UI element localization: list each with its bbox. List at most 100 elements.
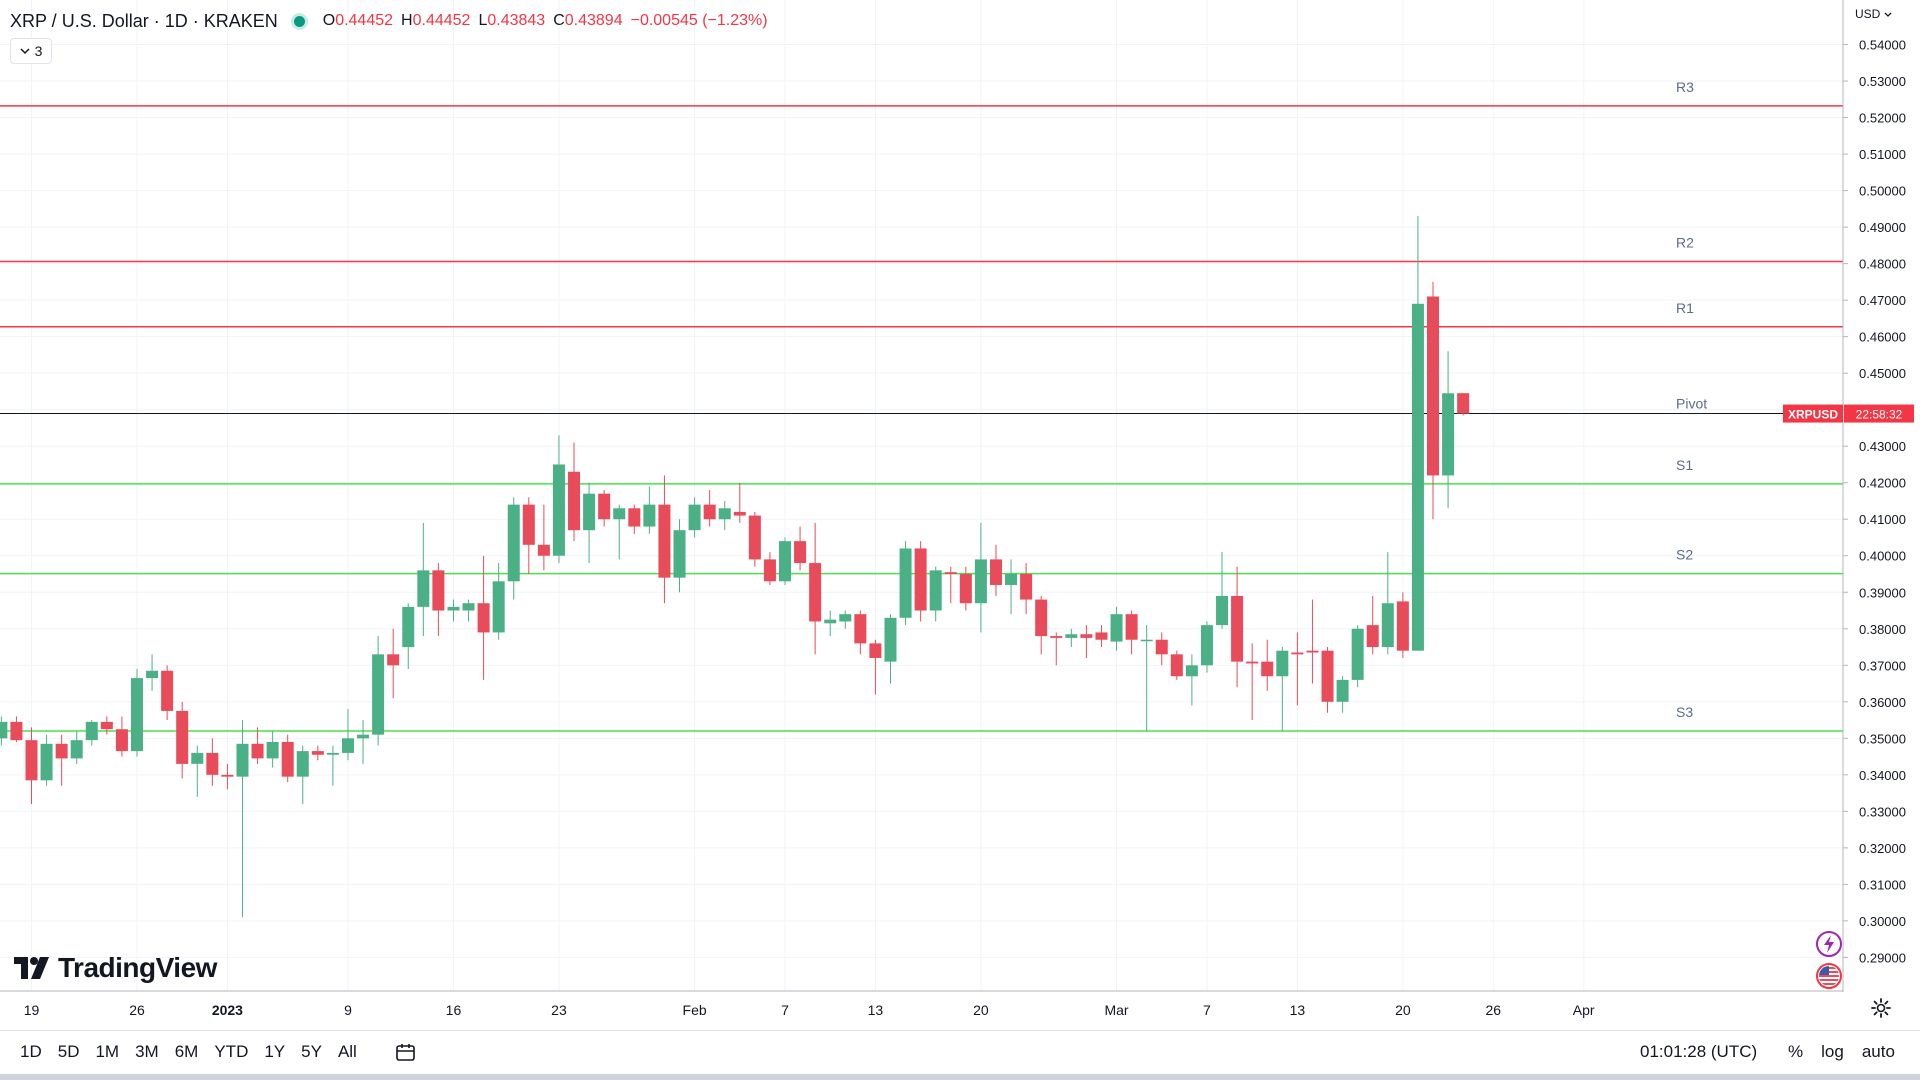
candle-body <box>537 544 550 556</box>
candle-body <box>341 738 354 753</box>
candle-body <box>598 493 611 520</box>
candle-body <box>718 508 731 520</box>
range-5d-button[interactable]: 5D <box>57 1042 80 1061</box>
candle-body <box>794 541 807 564</box>
y-tick-label: 0.32000 <box>1859 841 1906 856</box>
indicators-count: 3 <box>34 43 43 59</box>
candle-body <box>522 504 535 545</box>
percent-scale-button[interactable]: % <box>1788 1042 1804 1061</box>
candle-body <box>1321 650 1334 702</box>
footer-strip <box>0 1074 1920 1080</box>
candle-body <box>1095 632 1108 640</box>
candle-body <box>1231 595 1244 662</box>
candle-body <box>432 570 445 611</box>
level-label-pivot: Pivot <box>1676 395 1707 411</box>
chart-legend[interactable]: XRP / U.S. Dollar · 1D · KRAKEN O0.44452… <box>10 9 768 33</box>
candle-body <box>1065 634 1078 638</box>
y-tick-label: 0.43000 <box>1859 439 1906 454</box>
range-6m-button[interactable]: 6M <box>174 1042 199 1061</box>
y-tick-label: 0.29000 <box>1859 950 1906 965</box>
x-tick-label: 23 <box>551 1002 567 1018</box>
candle-body <box>974 559 987 604</box>
candle-body <box>25 740 38 781</box>
candle-body <box>688 504 701 531</box>
go-to-date-icon[interactable] <box>395 1043 417 1063</box>
ohlc-low: L0.43843 <box>478 12 545 30</box>
tradingview-logo[interactable]: TradingView <box>14 952 217 984</box>
candle-body <box>1336 679 1349 702</box>
y-tick-label: 0.48000 <box>1859 257 1906 272</box>
x-tick-label: 20 <box>1395 1002 1411 1018</box>
range-3m-button[interactable]: 3M <box>135 1042 159 1061</box>
range-1m-button[interactable]: 1M <box>95 1042 120 1061</box>
symbol-title[interactable]: XRP / U.S. Dollar · 1D · KRAKEN <box>10 10 278 31</box>
candle-body <box>628 508 641 527</box>
time-axis[interactable]: 19 26 2023 9 16 23 Feb 7 13 20 Mar 7 13 20 26 Apr <box>0 990 1843 1018</box>
candle-body <box>1170 654 1183 677</box>
y-tick-label: 0.31000 <box>1859 877 1906 892</box>
level-label-r2: R2 <box>1676 234 1694 250</box>
y-tick-label: 0.47000 <box>1859 293 1906 308</box>
candle-body <box>658 504 671 578</box>
candle-body <box>824 619 837 624</box>
range-5y-button[interactable]: 5Y <box>301 1042 322 1061</box>
level-label-r3: R3 <box>1676 79 1694 95</box>
level-label-s1: S1 <box>1676 457 1693 473</box>
candle-body <box>748 515 761 560</box>
currency-selector[interactable]: USD <box>1855 7 1892 21</box>
range-all-button[interactable]: All <box>337 1042 357 1061</box>
x-tick-label: 7 <box>781 1002 789 1018</box>
candle-body <box>100 721 113 730</box>
candle-body <box>643 504 656 527</box>
candle-body <box>1110 614 1123 642</box>
log-scale-button[interactable]: log <box>1821 1042 1844 1061</box>
range-ytd-button[interactable]: YTD <box>214 1042 249 1061</box>
x-tick-label: 16 <box>446 1002 462 1018</box>
candle-body <box>296 751 309 777</box>
candle-body <box>854 614 867 644</box>
candle-body <box>1306 650 1319 653</box>
candle-body <box>130 678 143 752</box>
candle-body <box>402 606 415 648</box>
candle-body <box>1035 599 1048 637</box>
candle-body <box>869 643 882 658</box>
x-tick-label: Mar <box>1104 1002 1128 1018</box>
candle-body <box>1351 628 1364 680</box>
candle-body <box>85 721 98 741</box>
utc-clock[interactable]: 01:01:28 (UTC) <box>1640 1042 1758 1061</box>
candle-body <box>1291 652 1304 655</box>
range-1y-button[interactable]: 1Y <box>264 1042 286 1061</box>
ohlc-open: O0.44452 <box>323 12 393 30</box>
close-label: C <box>553 12 565 29</box>
candle-body <box>70 740 83 759</box>
candle-body <box>613 508 626 520</box>
y-tick-label: 0.51000 <box>1859 147 1906 162</box>
gear-icon[interactable] <box>1870 997 1892 1019</box>
price-axis[interactable]: 0.29000 0.30000 0.31000 0.32000 0.33000 0.340… <box>1783 0 1914 992</box>
x-tick-label: 13 <box>1290 1002 1306 1018</box>
range-1d-button[interactable]: 1D <box>20 1042 42 1061</box>
candle-body <box>1246 661 1259 664</box>
x-tick-label: Apr <box>1573 1002 1595 1018</box>
x-tick-label: 13 <box>868 1002 884 1018</box>
level-label-s3: S3 <box>1676 704 1693 720</box>
bottom-toolbar: 1D 5D 1M 3M 6M YTD 1Y 5Y All 01:01:28 (U… <box>0 1030 1920 1075</box>
candle-body <box>763 559 776 582</box>
auto-scale-button[interactable]: auto <box>1861 1042 1895 1061</box>
y-tick-label: 0.45000 <box>1859 366 1906 381</box>
tradingview-logo-icon <box>14 957 49 979</box>
us-flag-event-icon[interactable] <box>1815 962 1843 990</box>
candle-body <box>311 751 324 755</box>
candle-body <box>146 670 159 679</box>
candle-body <box>1427 296 1440 476</box>
candle-body <box>944 572 957 575</box>
candle-body <box>161 670 174 711</box>
candle-body <box>1276 650 1289 677</box>
y-tick-label: 0.49000 <box>1859 220 1906 235</box>
lightning-event-icon[interactable] <box>1815 930 1843 958</box>
candle-body <box>884 617 897 662</box>
indicators-toggle-button[interactable]: 3 <box>10 38 52 64</box>
close-value: 0.43894 <box>564 12 623 29</box>
y-tick-label: 0.36000 <box>1859 695 1906 710</box>
